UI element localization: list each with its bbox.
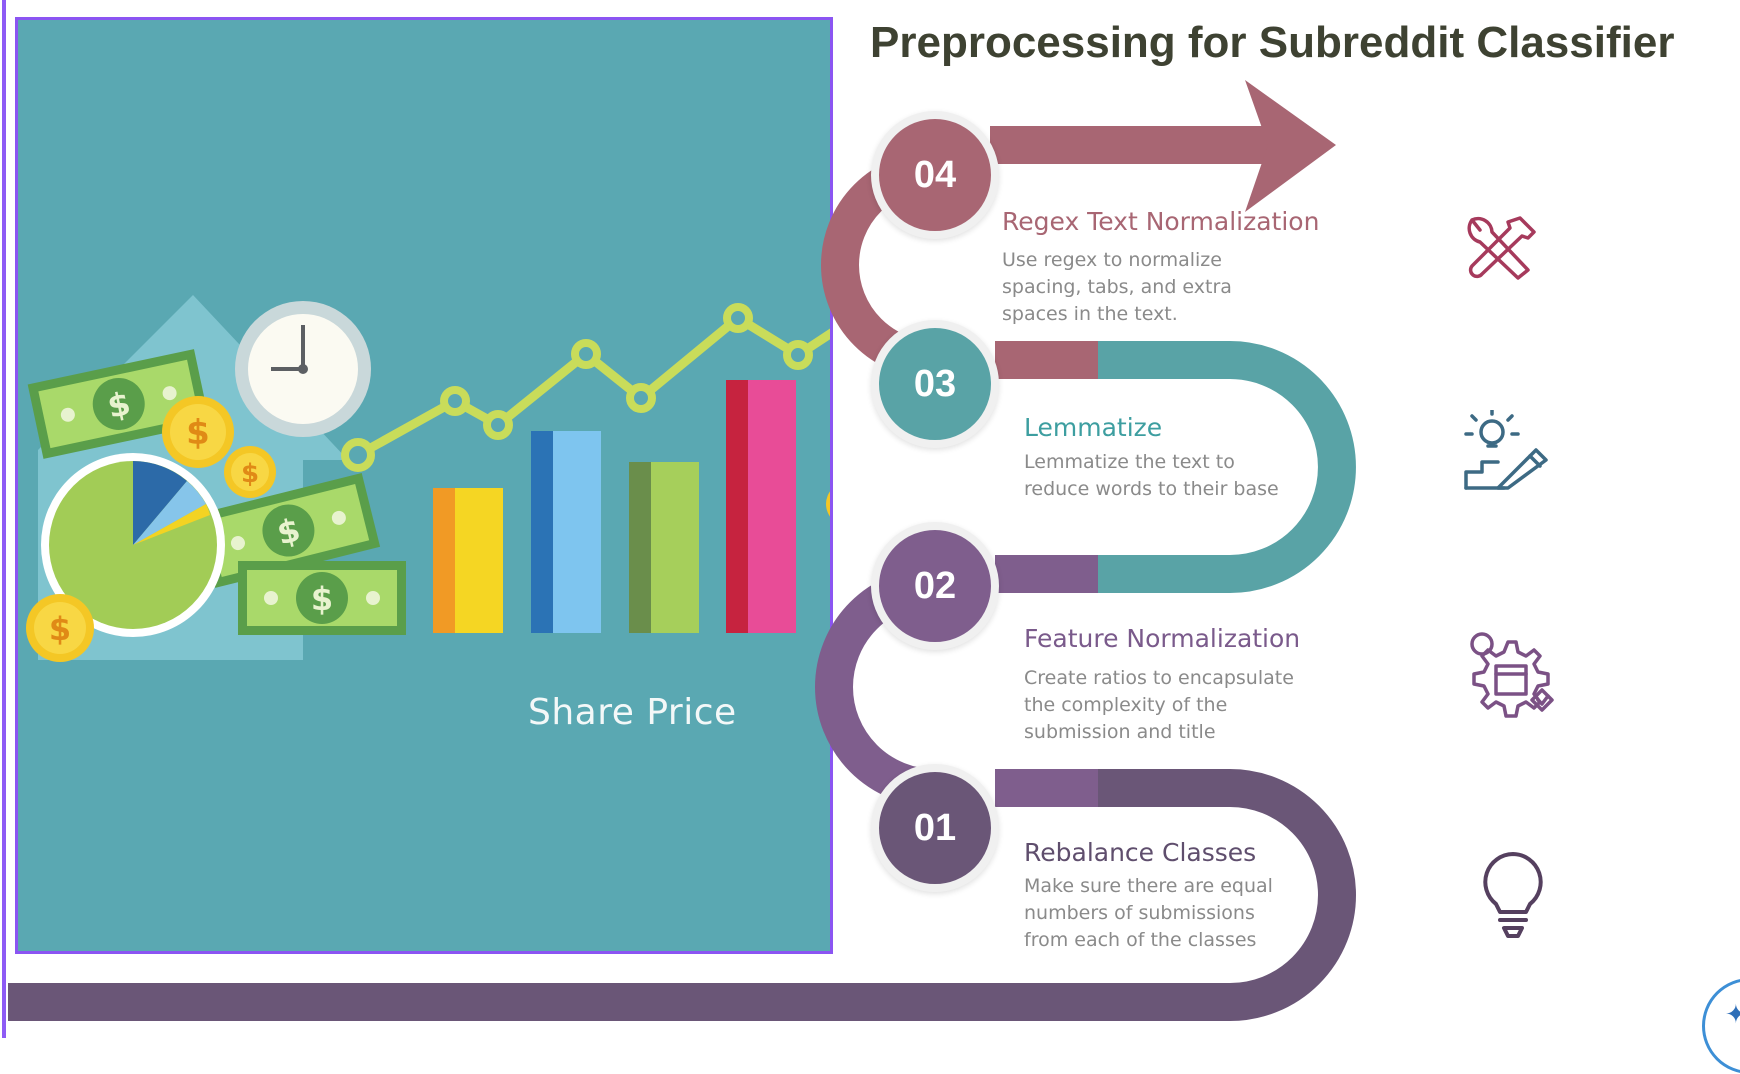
step-03-badge: 03 [871,320,999,448]
step-04-title: Regex Text Normalization [1002,207,1320,236]
bar-chart-icon [433,380,796,633]
step-02-badge: 02 [871,522,999,650]
finance-illustration: $ $ $ [26,295,830,662]
svg-text:$: $ [241,459,259,489]
coin-icon: $ $ $ [26,396,830,662]
svg-text:$: $ [311,580,333,618]
step-02-description: Create ratios to encapsulate the complex… [1024,667,1294,743]
svg-text:$: $ [186,413,210,453]
lightbulb-icon [1483,852,1543,938]
left-accent-bar [2,0,6,1038]
step-03-description: Lemmatize the text to reduce words to th… [1024,451,1279,500]
path-segment-03 [1098,341,1356,593]
hero-illustration: $ $ $ [15,17,833,954]
tools-icon [1467,216,1536,280]
slide-title: Preprocessing for Subreddit Classifier [870,18,1675,67]
step-04-description: Use regex to normalize spacing, tabs, an… [1002,249,1232,325]
path-segment-01 [8,769,1356,1021]
arrow-right-icon [1245,80,1336,212]
step-03-title: Lemmatize [1024,413,1163,442]
step-01-description: Make sure there are equal numbers of sub… [1024,875,1273,951]
pie-chart-icon [41,453,225,637]
gear-process-icon [1470,632,1554,718]
step-02-title: Feature Normalization [1024,624,1301,653]
svg-text:$: $ [49,610,71,648]
trend-line-icon [341,303,830,472]
idea-pencil-icon [1464,410,1548,490]
share-price-label: Share Price [528,692,737,733]
step-01-title: Rebalance Classes [1024,838,1257,867]
process-path [8,80,1356,1021]
sparkle-icon: ✦ [1725,999,1740,1029]
clock-icon [235,301,371,437]
step-04-badge: 04 [871,111,999,239]
step-01-badge: 01 [871,764,999,892]
